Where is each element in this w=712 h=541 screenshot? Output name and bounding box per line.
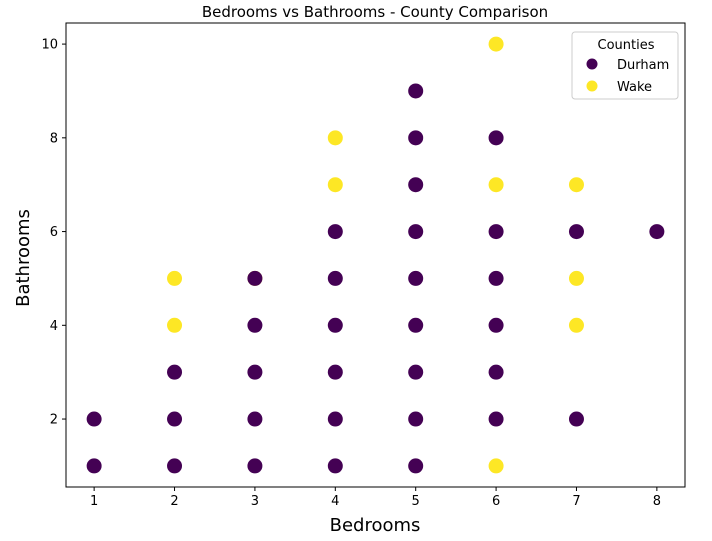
plot-frame	[65, 22, 686, 488]
x-tick-label: 2	[170, 494, 178, 509]
durham-point	[408, 83, 424, 99]
y-tick-label: 4	[50, 319, 58, 334]
durham-point	[327, 317, 343, 333]
x-tick-label: 7	[572, 494, 580, 509]
durham-point	[247, 364, 263, 380]
durham-point	[488, 317, 504, 333]
durham-point	[327, 224, 343, 240]
wake-point	[488, 177, 504, 193]
durham-point	[408, 270, 424, 286]
x-tick-label: 8	[653, 494, 661, 509]
durham-point	[408, 411, 424, 427]
durham-point	[327, 270, 343, 286]
durham-point	[86, 411, 102, 427]
durham-point	[86, 458, 102, 474]
wake-point	[568, 177, 584, 193]
x-tick-label: 4	[331, 494, 339, 509]
legend-label-durham: Durham	[617, 58, 669, 73]
wake-point	[568, 270, 584, 286]
durham-point	[167, 411, 183, 427]
wake-point	[327, 130, 343, 146]
durham-point	[408, 458, 424, 474]
wake-point	[167, 317, 183, 333]
y-axis-label: Bathrooms	[13, 209, 34, 307]
x-tick-label: 1	[90, 494, 98, 509]
durham-point	[327, 364, 343, 380]
chart-title: Bedrooms vs Bathrooms - County Compariso…	[202, 3, 548, 21]
durham-point	[488, 364, 504, 380]
legend-label-wake: Wake	[617, 80, 652, 95]
durham-point	[167, 364, 183, 380]
wake-point	[327, 177, 343, 193]
durham-point	[327, 411, 343, 427]
durham-point	[488, 411, 504, 427]
x-tick-label: 6	[492, 494, 500, 509]
x-axis-ticks: 1 2 3 4 5 6 7 8	[90, 487, 661, 509]
durham-point	[247, 270, 263, 286]
durham-point	[568, 411, 584, 427]
y-tick-label: 8	[50, 131, 58, 146]
x-tick-label: 3	[251, 494, 259, 509]
y-tick-label: 2	[50, 413, 58, 428]
legend: Counties Durham Wake	[571, 31, 679, 100]
wake-point	[488, 36, 504, 52]
durham-series-layer	[86, 83, 665, 474]
y-tick-label: 6	[50, 225, 58, 240]
durham-point	[488, 270, 504, 286]
durham-point	[327, 458, 343, 474]
wake-series-layer	[167, 36, 584, 474]
durham-point	[167, 458, 183, 474]
legend-title: Counties	[598, 38, 655, 53]
durham-point	[488, 130, 504, 146]
legend-box	[571, 31, 679, 100]
durham-point	[247, 411, 263, 427]
x-axis-label: Bedrooms	[330, 515, 421, 536]
y-axis-ticks: 2 4 6 8 10	[41, 38, 66, 428]
wake-point	[568, 317, 584, 333]
durham-point	[408, 317, 424, 333]
durham-point	[247, 317, 263, 333]
durham-point	[568, 224, 584, 240]
durham-point	[408, 224, 424, 240]
x-tick-label: 5	[412, 494, 420, 509]
wake-point	[488, 458, 504, 474]
y-tick-label: 10	[41, 38, 58, 53]
durham-point	[649, 224, 665, 240]
durham-point	[408, 364, 424, 380]
durham-point	[408, 130, 424, 146]
durham-point	[488, 224, 504, 240]
legend-marker-wake	[586, 80, 598, 92]
durham-point	[408, 177, 424, 193]
legend-marker-durham	[586, 58, 598, 70]
durham-point	[247, 458, 263, 474]
wake-point	[167, 270, 183, 286]
